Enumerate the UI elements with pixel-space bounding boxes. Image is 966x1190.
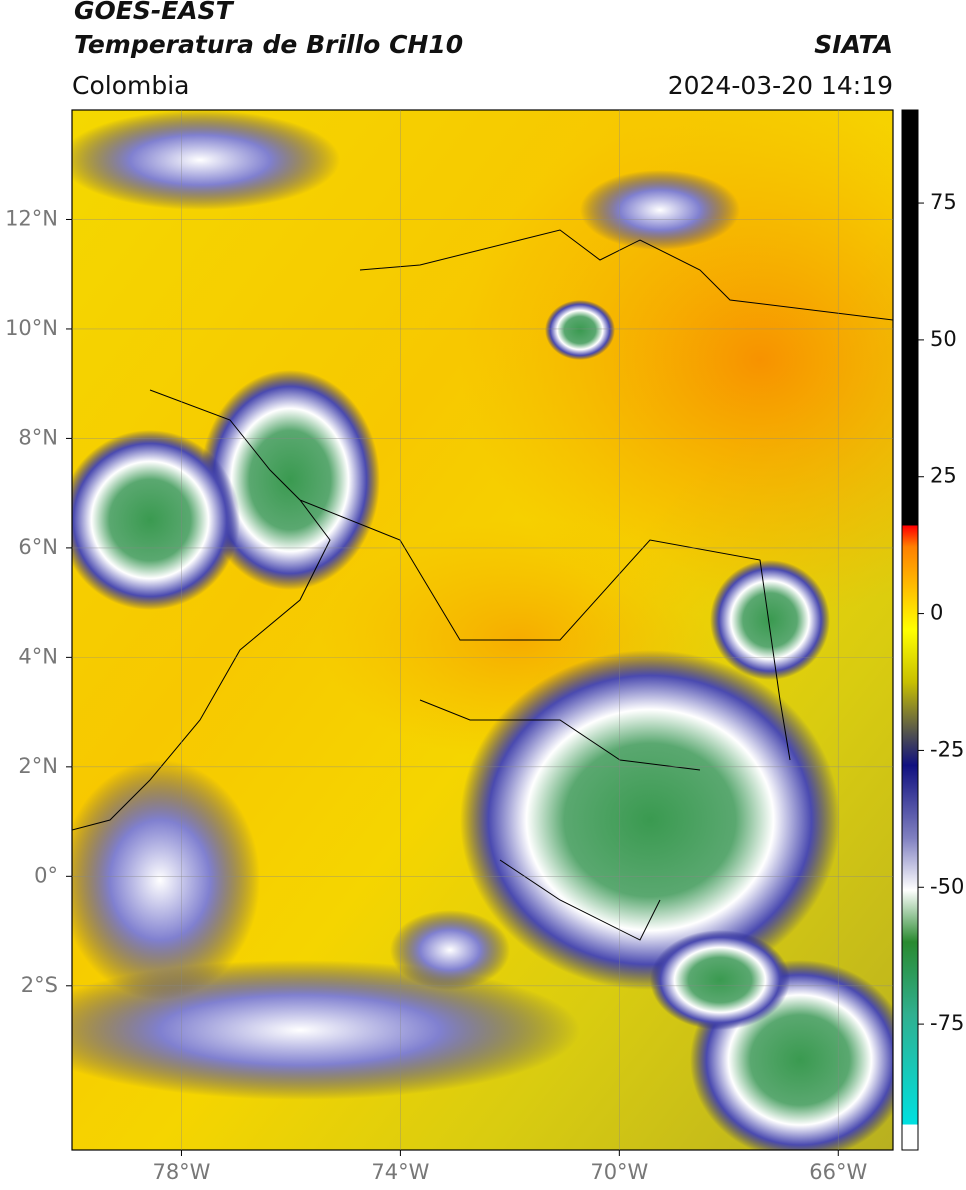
- colorbar: [901, 109, 919, 1151]
- y-tick-label: 10°N: [5, 316, 58, 340]
- colorbar-tick-label: -25: [930, 737, 964, 761]
- x-tick-label: 78°W: [152, 1160, 210, 1184]
- satellite-image: [72, 110, 893, 1150]
- region: Colombia: [72, 71, 190, 100]
- x-tick-label: 70°W: [590, 1160, 648, 1184]
- map-frame: [71, 109, 894, 1151]
- y-tick-label: 0°: [34, 863, 58, 887]
- colorbar-tick-label: 75: [930, 190, 957, 214]
- colorbar-tick-label: 25: [930, 464, 957, 488]
- title: GOES-EAST: [74, 0, 233, 25]
- y-tick-label: 4°N: [18, 644, 58, 668]
- y-tick-label: 6°N: [18, 535, 58, 559]
- colorbar-tick-label: -50: [930, 874, 964, 898]
- x-tick-label: 66°W: [809, 1160, 867, 1184]
- y-tick-label: 2°N: [18, 754, 58, 778]
- colorbar-tick-label: -75: [930, 1011, 964, 1035]
- subtitle: Temperatura de Brillo CH10: [74, 30, 464, 59]
- x-tick-label: 74°W: [371, 1160, 429, 1184]
- colorbar-tick-label: 0: [930, 601, 943, 625]
- datetime: 2024-03-20 14:19: [667, 71, 893, 100]
- y-tick-label: 2°S: [21, 973, 58, 997]
- colorbar-tick-label: 50: [930, 327, 957, 351]
- source: SIATA: [814, 30, 893, 59]
- y-tick-label: 12°N: [5, 206, 58, 230]
- y-tick-label: 8°N: [18, 425, 58, 449]
